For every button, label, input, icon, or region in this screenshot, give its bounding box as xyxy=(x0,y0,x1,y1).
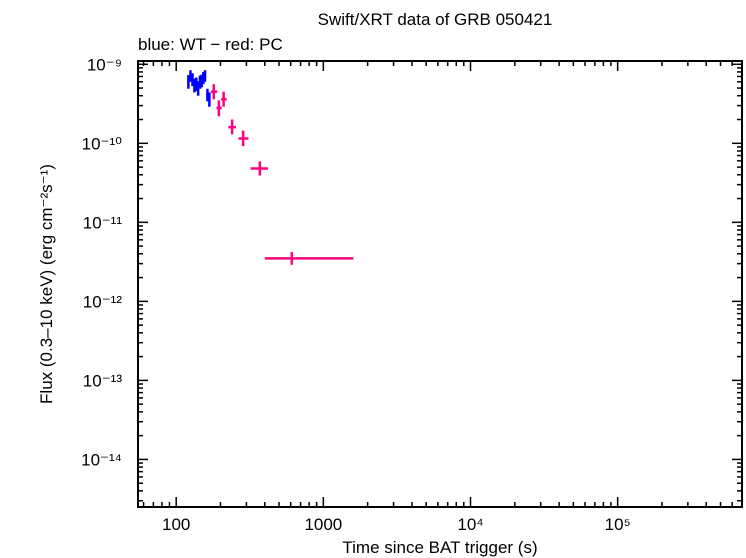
y-tick-label: 10⁻¹⁴ xyxy=(81,450,122,469)
plot-frame xyxy=(137,60,743,508)
x-tick-label: 1000 xyxy=(304,515,342,534)
y-tick-label: 10⁻¹⁰ xyxy=(82,134,123,153)
data-point-wt xyxy=(203,70,207,82)
data-point-pc xyxy=(221,91,227,107)
data-point-pc xyxy=(210,84,218,100)
x-tick-label: 10⁵ xyxy=(605,515,631,534)
data-point-pc xyxy=(228,119,237,135)
chart-title: Swift/XRT data of GRB 050421 xyxy=(318,10,553,29)
x-axis-label: Time since BAT trigger (s) xyxy=(342,538,537,557)
data-point-pc xyxy=(264,252,354,265)
data-point-pc xyxy=(216,100,222,117)
data-point-wt xyxy=(193,78,196,93)
x-tick-label: 10⁴ xyxy=(457,515,483,534)
data-point-wt xyxy=(187,75,190,89)
data-point-wt xyxy=(189,70,192,82)
data-points xyxy=(187,70,354,265)
y-tick-label: 10⁻¹³ xyxy=(83,371,123,390)
data-point-wt xyxy=(191,73,194,87)
y-tick-label: 10⁻⁹ xyxy=(87,55,122,74)
data-point-pc xyxy=(238,130,249,147)
y-tick-label: 10⁻¹¹ xyxy=(83,213,123,232)
y-axis-label: Flux (0.3–10 keV) (erg cm⁻²s⁻¹) xyxy=(37,164,56,404)
axis-ticks xyxy=(138,61,743,507)
x-tick-label: 100 xyxy=(162,515,190,534)
chart-subtitle: blue: WT − red: PC xyxy=(138,35,283,54)
data-point-wt xyxy=(208,92,211,107)
data-point-pc xyxy=(250,161,268,176)
y-tick-label: 10⁻¹² xyxy=(83,292,123,311)
x-tick-labels: 100 1000 10⁴ 10⁵ xyxy=(162,515,631,534)
y-tick-labels: 10⁻⁹ 10⁻¹⁰ 10⁻¹¹ 10⁻¹² 10⁻¹³ 10⁻¹⁴ xyxy=(81,55,122,469)
